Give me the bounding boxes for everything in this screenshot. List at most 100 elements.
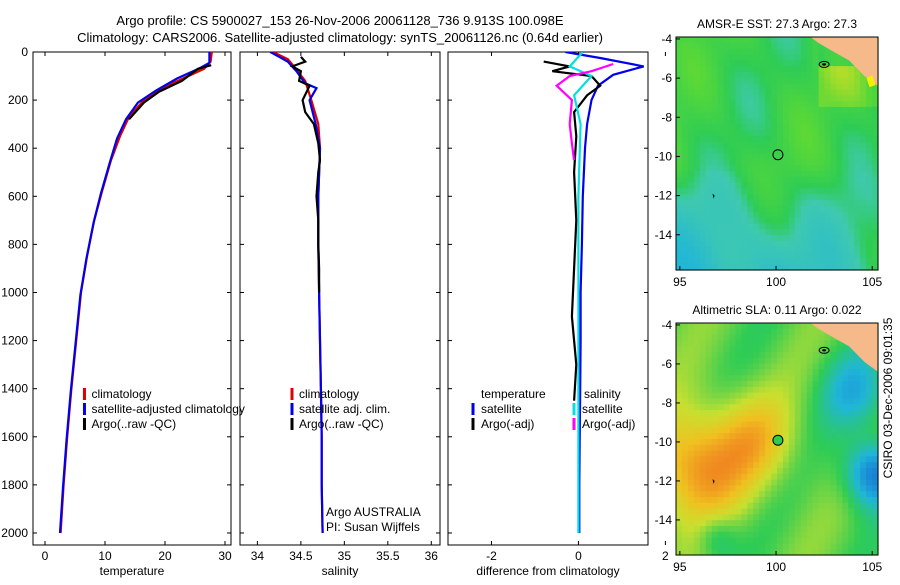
map-cell <box>693 346 701 353</box>
map-cell <box>872 444 879 452</box>
map-cell <box>794 130 802 137</box>
map-cell <box>842 404 849 411</box>
map-cell <box>753 147 760 155</box>
map-cell <box>687 415 695 423</box>
map-cell <box>866 386 873 394</box>
map-cell <box>705 352 713 359</box>
map-cell <box>866 415 873 423</box>
map-cell <box>759 240 766 248</box>
map-cell <box>824 153 832 160</box>
map-cell <box>800 211 808 219</box>
map-cell <box>765 66 772 73</box>
map-cell <box>782 235 790 242</box>
map-cell <box>854 211 861 219</box>
map-cell <box>806 508 814 515</box>
map-cell <box>681 153 689 160</box>
map-cell <box>765 433 772 440</box>
map-cell <box>836 83 843 91</box>
map-cell <box>681 375 689 382</box>
map-cell <box>729 130 737 137</box>
map-cell <box>777 235 784 242</box>
map-cell <box>747 381 754 388</box>
map-cell <box>705 240 713 248</box>
map-cell <box>782 240 790 248</box>
map-cell <box>723 170 731 178</box>
map-cell <box>693 468 701 475</box>
map-cell <box>741 479 748 486</box>
map-cell <box>735 124 742 131</box>
map-cell <box>771 340 778 347</box>
map-cell <box>794 514 802 521</box>
map-cell <box>705 386 713 394</box>
map-cell <box>777 415 784 423</box>
map-cell <box>782 375 790 382</box>
map-cell <box>818 205 826 213</box>
map-cell <box>747 136 754 143</box>
map-cell <box>854 89 861 96</box>
map-cell <box>788 200 796 207</box>
map-cell <box>782 444 790 452</box>
map-cell <box>687 398 695 405</box>
map-cell <box>747 421 754 428</box>
map-cell <box>836 462 843 469</box>
map-cell <box>765 229 772 236</box>
map-cell <box>812 95 820 102</box>
map-cell <box>794 549 802 556</box>
map-cell <box>854 66 861 73</box>
map-cell <box>794 491 802 498</box>
map-cell <box>800 340 808 347</box>
map-cell <box>806 165 814 172</box>
map-cell <box>824 217 832 224</box>
map-cell <box>759 334 766 341</box>
map-cell <box>693 531 701 539</box>
map-cell <box>676 456 683 463</box>
map-cell <box>711 526 719 533</box>
map-cell <box>687 112 695 120</box>
map-cell <box>866 514 873 521</box>
annotation-text: Argo AUSTRALIA <box>326 505 421 519</box>
map-cell <box>812 363 820 370</box>
map-cell <box>860 112 867 120</box>
map-cell <box>800 328 808 336</box>
map-cell <box>687 101 695 108</box>
map-cell <box>765 130 772 137</box>
map-cell <box>800 71 808 79</box>
map-cell <box>723 147 731 155</box>
map-cell <box>747 444 754 452</box>
map-cell <box>842 147 849 155</box>
map-cell <box>800 217 808 224</box>
map-cell <box>687 240 695 248</box>
map-cell <box>794 526 802 533</box>
map-cell <box>705 543 713 550</box>
map-cell <box>705 497 713 504</box>
map-cell <box>717 502 725 510</box>
map-cell <box>765 450 772 457</box>
map-cell <box>872 381 879 388</box>
map-cell <box>824 479 832 486</box>
map-cell <box>818 491 826 498</box>
map-cell <box>729 346 737 353</box>
map-cell <box>806 130 814 137</box>
map-cell <box>681 37 689 44</box>
map-cell <box>687 508 695 515</box>
map-cell <box>800 369 808 376</box>
map-cell <box>705 217 713 224</box>
map-cell <box>711 346 719 353</box>
map-cell <box>759 106 766 114</box>
map-cell <box>735 439 742 446</box>
map-cell <box>747 153 754 160</box>
map-cell <box>741 42 748 50</box>
map-cell <box>794 95 802 102</box>
map-cell <box>765 223 772 230</box>
map-cell <box>848 485 855 492</box>
map-cell <box>800 176 808 184</box>
map-cell <box>759 54 766 61</box>
map-cell <box>794 421 802 428</box>
map-cell <box>771 543 778 550</box>
map-cell <box>818 48 826 56</box>
map-cell <box>735 531 742 539</box>
map-cell <box>854 526 861 533</box>
map-cell <box>705 188 713 195</box>
map-cell <box>842 112 849 120</box>
map-cell <box>794 468 802 475</box>
